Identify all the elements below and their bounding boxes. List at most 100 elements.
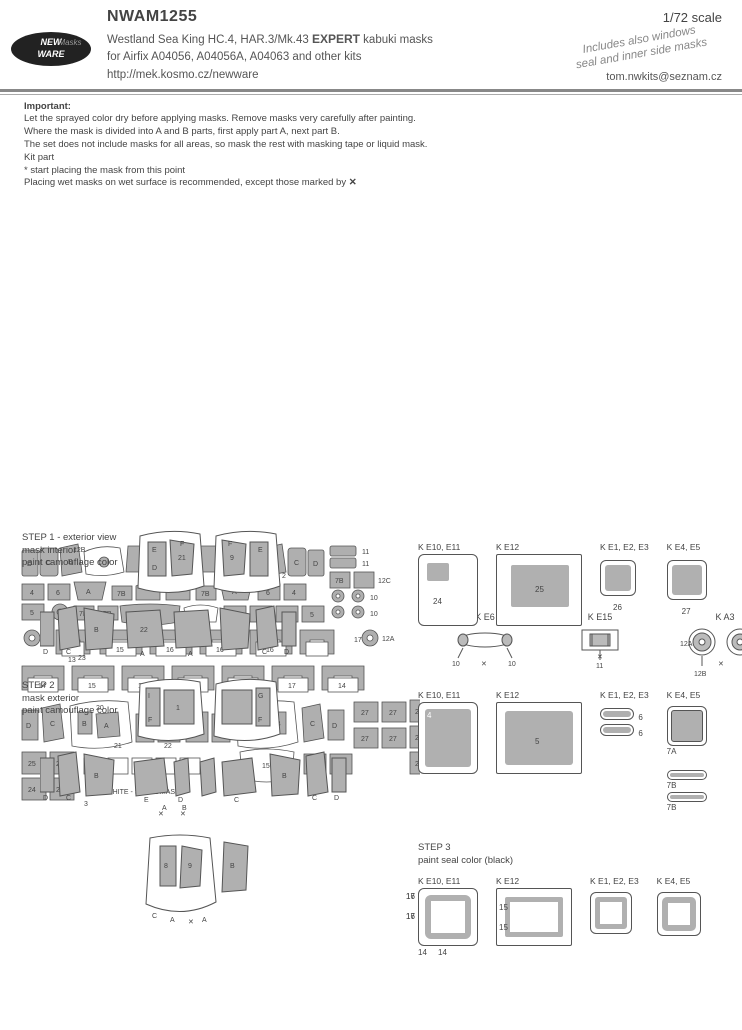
svg-text:D: D [43, 795, 48, 802]
svg-text:10: 10 [370, 595, 378, 602]
svg-text:A: A [202, 917, 207, 924]
step3-parts-row: K E10, E11 14 14 K E12 15 15 K E1, E [418, 876, 701, 957]
svg-text:10: 10 [452, 661, 460, 668]
step2-canopy: I F 1 G F [130, 674, 290, 757]
svg-text:12B: 12B [694, 671, 707, 678]
svg-text:4: 4 [292, 590, 296, 597]
svg-text:E: E [258, 547, 263, 554]
step2-sides: D C B 3 E D AB ✕✕ C B C D [40, 748, 360, 821]
step2-label: STEP 2 mask exterior paint camouflage co… [22, 680, 118, 717]
svg-text:27: 27 [389, 736, 397, 743]
product-code: NWAM1255 [107, 8, 730, 26]
svg-text:A: A [104, 723, 109, 730]
svg-text:C: C [312, 795, 317, 802]
part-ke10-11: K E10, E11 24 [418, 542, 478, 626]
important-l5: * start placing the mask from this point [24, 165, 185, 176]
svg-text:5: 5 [30, 610, 34, 617]
step1-canopy: E D 21 F E F 9 [130, 526, 290, 609]
svg-text:3: 3 [84, 801, 88, 808]
svg-text:12A: 12A [382, 636, 395, 643]
svg-text:F: F [258, 717, 262, 724]
svg-text:7B: 7B [117, 591, 126, 598]
important-block: Important: Let the sprayed color dry bef… [0, 95, 742, 193]
step1-sides: D C B 23 A 22 A C D [40, 602, 360, 665]
important-l1: Let the sprayed color dry before applyin… [24, 113, 416, 124]
svg-text:10: 10 [508, 661, 516, 668]
svg-text:27: 27 [361, 736, 369, 743]
svg-text:C: C [234, 797, 239, 804]
logo: NEW Masks WARE [10, 30, 92, 71]
logo-bot: WARE [38, 49, 66, 59]
svg-text:✕: ✕ [188, 919, 194, 926]
svg-text:C: C [66, 649, 71, 656]
svg-text:D: D [26, 723, 31, 730]
scale: 1/72 scale [663, 10, 722, 25]
important-l6: Placing wet masks on wet surface is reco… [24, 177, 346, 188]
svg-text:11: 11 [362, 561, 369, 568]
svg-text:12A: 12A [680, 641, 693, 648]
svg-text:C: C [262, 649, 267, 656]
svg-text:A: A [86, 589, 91, 596]
svg-text:B: B [94, 627, 99, 634]
important-l3: The set does not include masks for all a… [24, 139, 427, 150]
svg-text:12C: 12C [378, 578, 391, 585]
svg-text:✕: ✕ [180, 811, 186, 818]
svg-text:D: D [284, 649, 289, 656]
svg-text:C: C [294, 560, 299, 567]
svg-text:E: E [152, 547, 157, 554]
butterfly-icon: ✕ [349, 177, 357, 190]
svg-text:B: B [282, 773, 287, 780]
svg-text:9: 9 [188, 863, 192, 870]
important-l2: Where the mask is divided into A and B p… [24, 126, 340, 137]
svg-text:F: F [228, 541, 232, 548]
svg-text:C: C [152, 913, 157, 920]
svg-text:25: 25 [28, 761, 36, 768]
step3-label: STEP 3 paint seal color (black) [418, 842, 513, 867]
svg-text:21: 21 [178, 555, 186, 562]
svg-text:24: 24 [28, 787, 36, 794]
svg-text:B: B [82, 721, 87, 728]
svg-text:C: C [66, 795, 71, 802]
svg-text:A: A [170, 917, 175, 924]
svg-text:C: C [310, 721, 315, 728]
svg-text:1: 1 [176, 705, 180, 712]
svg-text:14: 14 [338, 683, 346, 690]
svg-text:11: 11 [596, 663, 603, 670]
header: NWAM1255 1/72 scale NEW Masks WARE Westl… [0, 0, 742, 87]
step-bottom-sponson: 8 9 C A ✕ A B [130, 832, 290, 935]
logo-mid: Masks [58, 38, 81, 47]
svg-text:7B: 7B [335, 578, 344, 585]
part-ke45: K E4, E5 27 [667, 542, 707, 626]
svg-text:✕: ✕ [597, 654, 603, 661]
svg-text:27: 27 [361, 710, 369, 717]
email: tom.nwkits@seznam.cz [606, 71, 722, 83]
svg-text:F: F [148, 717, 152, 724]
svg-text:8: 8 [164, 863, 168, 870]
important-l4: Kit part [24, 152, 54, 163]
svg-text:27: 27 [389, 710, 397, 717]
svg-text:✕: ✕ [158, 811, 164, 818]
svg-text:B: B [94, 773, 99, 780]
svg-text:F: F [180, 541, 184, 548]
svg-text:10: 10 [370, 611, 378, 618]
svg-text:4: 4 [30, 590, 34, 597]
svg-text:✕: ✕ [718, 661, 724, 668]
divider-top [0, 89, 742, 92]
step2-parts-row: K E10, E11 4 K E12 5 K E1, E2, E3 6 [418, 690, 707, 812]
svg-text:22: 22 [140, 627, 148, 634]
svg-text:23: 23 [78, 655, 86, 662]
svg-text:E: E [144, 797, 149, 804]
important-heading: Important: [24, 101, 71, 112]
svg-text:9: 9 [230, 555, 234, 562]
svg-text:D: D [152, 565, 157, 572]
part-ke123: K E1, E2, E3 26 [600, 542, 649, 626]
svg-text:A: A [140, 651, 145, 658]
svg-text:I: I [148, 693, 150, 700]
svg-text:6: 6 [56, 590, 60, 597]
svg-text:A: A [188, 651, 193, 658]
svg-text:G: G [258, 693, 263, 700]
svg-text:D: D [313, 561, 318, 568]
svg-text:D: D [334, 795, 339, 802]
svg-text:B: B [230, 863, 235, 870]
part-ke12: K E12 25 [496, 542, 582, 626]
